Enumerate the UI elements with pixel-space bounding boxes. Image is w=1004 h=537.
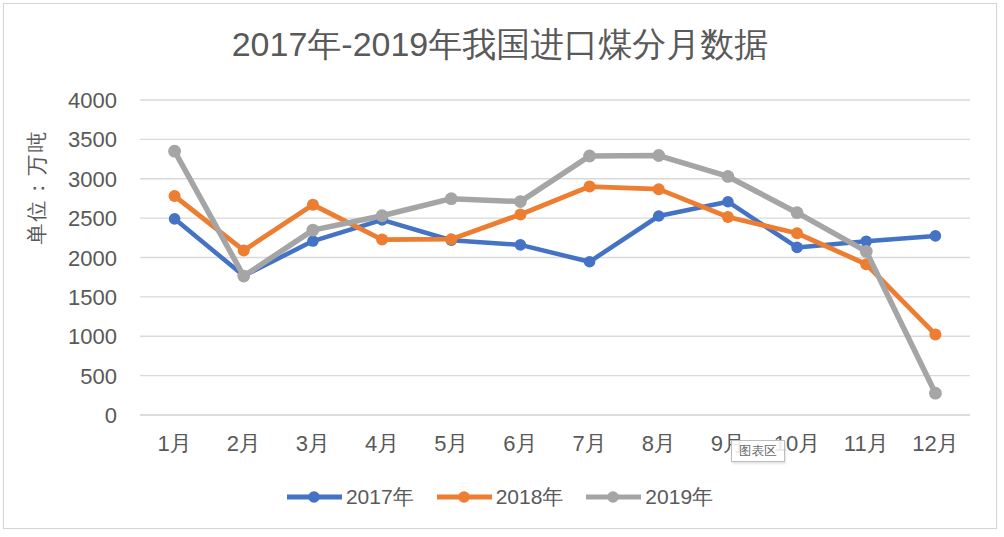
data-point: [584, 181, 596, 193]
data-point: [445, 233, 457, 245]
chart-area-tooltip: 图表区: [731, 440, 785, 462]
data-point: [722, 196, 734, 208]
data-point: [583, 150, 596, 163]
legend-item-2017年[interactable]: 2017年: [287, 483, 414, 511]
data-point: [584, 256, 596, 268]
data-point: [930, 230, 942, 242]
legend-marker: [437, 490, 492, 504]
legend-item-2018年[interactable]: 2018年: [437, 483, 564, 511]
y-tick-label: 500: [80, 364, 117, 389]
data-point: [929, 328, 941, 340]
data-point: [722, 211, 734, 223]
data-point: [514, 208, 526, 220]
x-tick-label: 2月: [227, 431, 261, 456]
y-tick-label: 1000: [68, 324, 117, 349]
series-line-2018年: [175, 187, 936, 335]
x-tick-label: 3月: [296, 431, 330, 456]
data-point: [237, 270, 250, 283]
data-point: [169, 213, 181, 225]
data-point: [514, 195, 527, 208]
data-point: [168, 145, 181, 158]
data-point: [376, 234, 388, 246]
x-tick-label: 1月: [157, 431, 191, 456]
y-tick-label: 2000: [68, 246, 117, 271]
x-tick-label: 6月: [503, 431, 537, 456]
x-tick-label: 4月: [365, 431, 399, 456]
data-point: [515, 239, 527, 251]
data-point: [791, 227, 803, 239]
y-tick-label: 4000: [68, 88, 117, 113]
data-point: [653, 210, 665, 222]
series-line-2019年: [175, 151, 936, 393]
x-tick-label: 11月: [844, 431, 889, 456]
y-tick-label: 2500: [68, 206, 117, 231]
x-tick-label: 5月: [434, 431, 468, 456]
y-tick-label: 1500: [68, 285, 117, 310]
legend-label: 2017年: [346, 483, 414, 511]
data-point: [307, 235, 319, 247]
data-point: [791, 206, 804, 219]
data-point: [376, 209, 389, 222]
data-point: [722, 170, 735, 183]
data-point: [860, 245, 873, 258]
x-tick-label: 7月: [572, 431, 606, 456]
legend-item-2019年[interactable]: 2019年: [586, 483, 713, 511]
y-tick-label: 3500: [68, 127, 117, 152]
x-tick-label: 12月: [912, 431, 958, 456]
data-point: [307, 224, 320, 237]
legend-label: 2019年: [645, 483, 713, 511]
data-point: [791, 242, 803, 254]
data-point: [445, 192, 458, 205]
data-point: [169, 190, 181, 202]
data-point: [653, 183, 665, 195]
plot-area[interactable]: 0 500 1000 1500 2000 2500 3000 3500 4000 1月 2月 3月 4月…: [0, 0, 1004, 537]
x-tick-label: 8月: [642, 431, 676, 456]
data-point: [652, 149, 665, 162]
data-point: [929, 387, 942, 400]
legend: 2017年 2018年 2019年: [0, 483, 1000, 511]
series-line-2017年: [175, 202, 936, 276]
legend-marker: [287, 490, 342, 504]
data-point: [307, 199, 319, 211]
legend-marker: [586, 490, 641, 504]
y-tick-label: 3000: [68, 167, 117, 192]
y-tick-label: 0: [105, 403, 117, 428]
data-point: [238, 244, 250, 256]
legend-label: 2018年: [496, 483, 564, 511]
